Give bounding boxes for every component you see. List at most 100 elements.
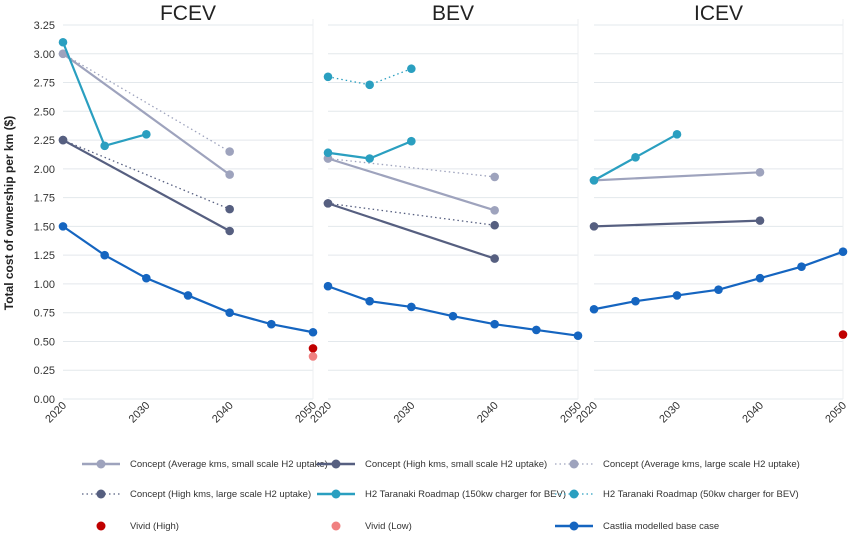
data-point — [58, 37, 68, 47]
y-tick-label: 1.75 — [34, 193, 55, 205]
y-tick-label: 1.00 — [34, 279, 55, 291]
series-line — [323, 136, 416, 163]
series-line — [308, 352, 318, 361]
legend-swatch — [82, 459, 120, 469]
y-tick-label: 3.25 — [34, 20, 55, 32]
data-point — [448, 311, 458, 321]
panel-title: BEV — [432, 2, 474, 25]
legend-swatch — [555, 459, 593, 469]
y-tick-label: 0.25 — [34, 365, 55, 377]
legend-marker — [331, 489, 341, 499]
legend-label: Vivid (High) — [130, 520, 179, 532]
data-point — [797, 262, 806, 271]
data-point — [225, 170, 234, 179]
legend-label: H2 Taranaki Roadmap (50kw charger for BE… — [603, 488, 799, 500]
legend-item: H2 Taranaki Roadmap (50kw charger for BE… — [553, 486, 799, 502]
y-axis-label: Total cost of ownership per km ($) — [2, 116, 16, 310]
x-tick-label: 2040 — [475, 400, 501, 426]
legend-marker — [96, 521, 106, 531]
data-point — [323, 281, 333, 291]
y-tick-label: 1.50 — [34, 221, 55, 233]
data-point — [532, 325, 541, 335]
legend-marker — [569, 459, 579, 469]
data-point — [323, 148, 333, 158]
data-point — [267, 319, 276, 329]
data-point — [755, 273, 765, 283]
legend-swatch — [96, 521, 106, 531]
series-path — [327, 202, 496, 260]
y-tick-label: 3.00 — [34, 49, 55, 61]
data-point — [225, 308, 234, 317]
data-point — [142, 130, 151, 139]
series-path — [62, 139, 231, 232]
data-point — [407, 64, 416, 74]
data-point — [142, 273, 151, 283]
data-point — [58, 49, 68, 59]
legend-label: Concept (Average kms, small scale H2 upt… — [130, 458, 328, 470]
x-tick-label: 2050 — [823, 400, 849, 426]
series-line — [323, 199, 499, 230]
y-tick-label: 2.50 — [34, 106, 55, 118]
data-point — [490, 220, 499, 230]
legend-marker — [331, 521, 341, 531]
legend-swatch — [331, 521, 341, 531]
series-path — [327, 157, 495, 178]
x-tick-label: 2040 — [210, 400, 236, 426]
legend-label: Concept (Average kms, large scale H2 upt… — [603, 458, 800, 470]
legend-item: H2 Taranaki Roadmap (150kw charger for B… — [315, 486, 566, 502]
data-point — [100, 250, 109, 260]
series-line — [58, 49, 234, 156]
series-path — [62, 52, 231, 176]
data-point — [365, 154, 374, 163]
series-line — [58, 135, 234, 214]
legend-marker — [569, 489, 579, 499]
data-point — [225, 147, 234, 156]
legend-label: Castlia modelled base case — [603, 520, 720, 532]
legend-swatch — [317, 489, 355, 499]
legend-item: Concept (Average kms, small scale H2 upt… — [80, 456, 328, 472]
data-point — [308, 327, 318, 337]
legend-marker — [569, 521, 579, 531]
legend-swatch — [317, 459, 355, 469]
data-point — [407, 302, 416, 312]
data-point — [631, 296, 640, 306]
data-point — [490, 319, 499, 329]
panel-title: FCEV — [160, 2, 216, 25]
legend-marker — [96, 489, 106, 499]
panel-title: ICEV — [694, 2, 743, 25]
y-tick-label: 0.75 — [34, 308, 55, 320]
data-point — [183, 291, 193, 300]
series-path — [62, 53, 230, 153]
data-point — [365, 296, 374, 306]
series-path — [327, 68, 412, 86]
legend-item: Vivid (Low) — [315, 518, 412, 534]
data-point — [490, 254, 499, 263]
data-point — [308, 352, 318, 361]
data-point — [407, 136, 416, 146]
series-line — [589, 247, 848, 314]
data-point — [573, 331, 583, 341]
legend-swatch — [82, 489, 120, 499]
series-line — [589, 130, 682, 185]
series-line — [323, 64, 416, 90]
data-point — [838, 330, 848, 339]
legend-marker — [96, 459, 106, 469]
data-point — [755, 216, 765, 225]
data-point — [838, 247, 848, 257]
legend-label: Concept (High kms, small scale H2 uptake… — [365, 458, 548, 470]
data-point — [714, 285, 723, 294]
legend-label: Vivid (Low) — [365, 520, 412, 532]
data-point — [755, 167, 765, 177]
y-tick-label: 1.25 — [34, 250, 55, 262]
series-path — [62, 139, 230, 210]
data-point — [672, 130, 682, 139]
data-point — [225, 204, 234, 214]
series-path — [593, 219, 761, 228]
legend-item: Concept (Average kms, large scale H2 upt… — [553, 456, 800, 472]
series-path — [593, 171, 761, 182]
data-point — [225, 226, 234, 236]
data-point — [58, 135, 68, 145]
legend-marker — [331, 459, 341, 469]
